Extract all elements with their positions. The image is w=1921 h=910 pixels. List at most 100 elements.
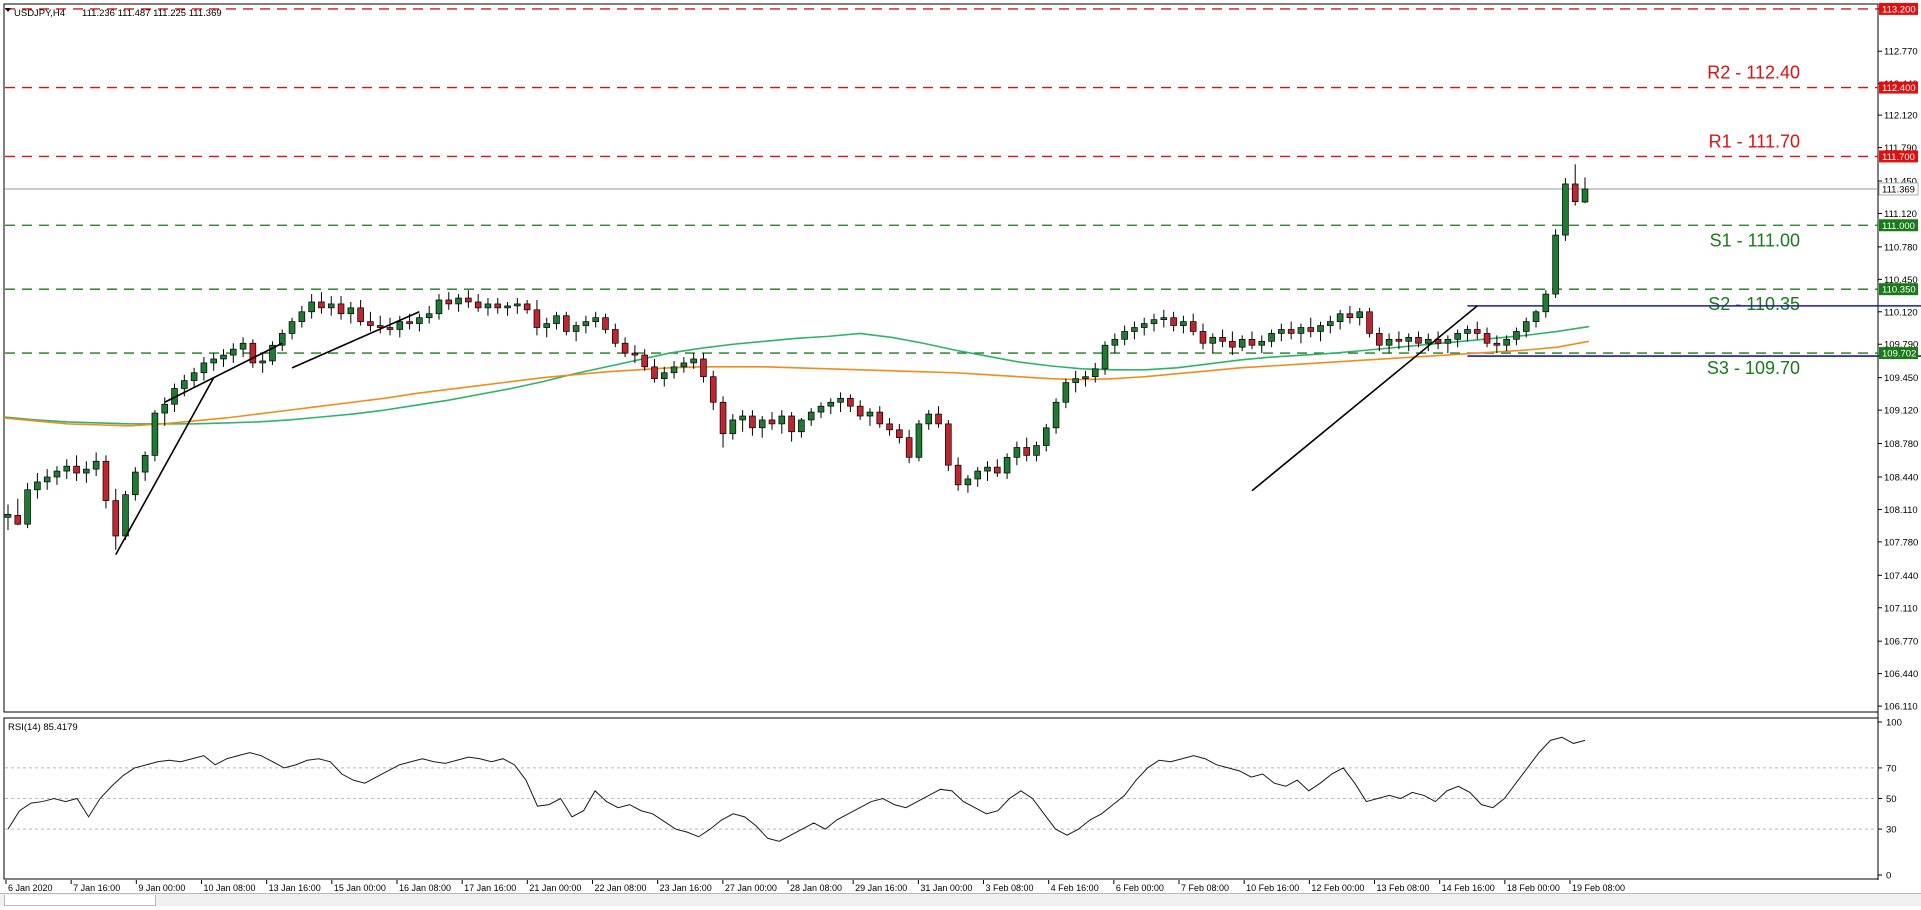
candle-body (964, 478, 972, 486)
candle-body (416, 317, 423, 324)
candle-body (1150, 319, 1158, 324)
level-axis-tag-label: 111.000 (1882, 221, 1915, 232)
candle-body (63, 465, 71, 472)
candle-body (367, 321, 374, 326)
price-tick-label: 112.120 (1884, 111, 1918, 122)
candle-body (484, 303, 492, 309)
candle-body (1581, 188, 1589, 203)
level-axis-tag (1879, 219, 1918, 232)
price-tick-label: 108.110 (1884, 505, 1918, 516)
candle-body (837, 397, 844, 403)
level-axis-tag-label: 110.350 (1882, 285, 1916, 296)
candle-body (1091, 368, 1099, 378)
candle-body (807, 411, 815, 421)
price-tick-label: 111.120 (1884, 209, 1917, 220)
candle-body (788, 415, 795, 433)
time-tick-label: 7 Jan 16:00 (73, 883, 120, 893)
candle-body (1062, 382, 1070, 403)
candle-body (1415, 337, 1422, 344)
candle-body (53, 470, 61, 478)
rsi-tick-label: 30 (1886, 825, 1897, 836)
trendline (115, 377, 215, 556)
candle-body (445, 299, 453, 305)
candle-body (318, 301, 325, 309)
candle-body (1140, 323, 1148, 328)
candle-body (680, 362, 688, 368)
collapse-triangle-icon[interactable] (5, 8, 11, 12)
candle-body (200, 362, 208, 374)
candle-body (905, 437, 913, 458)
main-plot-border (3, 3, 1879, 713)
price-tick-label: 109.120 (1884, 406, 1918, 417)
candle-body (1042, 427, 1050, 446)
bid-axis-tag (1878, 182, 1919, 196)
candle-body (954, 464, 962, 486)
trendline (1251, 305, 1478, 492)
candle-body (876, 411, 884, 425)
candle-body (1287, 329, 1295, 334)
candle-body (925, 413, 933, 425)
candlesticks (4, 164, 1589, 550)
candle-body (984, 466, 991, 472)
rsi-tick-label: 0 (1886, 871, 1891, 882)
candle-body (1562, 183, 1569, 236)
level-label: R3 - 113.20 (1707, 0, 1800, 4)
time-tick-label: 9 Jan 00:00 (138, 883, 185, 893)
candle-body (73, 465, 80, 474)
price-tick-label: 109.450 (1884, 373, 1918, 384)
chart-header: USDJPY,H4 111.236 111.487 111.225 111.36… (5, 8, 222, 19)
candle-body (1111, 338, 1119, 346)
candle-body (161, 403, 169, 414)
level-axis-tag-label: 111.700 (1882, 152, 1915, 163)
rsi-panel: 100 70 50 30 0 (5, 718, 1902, 882)
candle-body (798, 419, 805, 433)
candle-body (298, 311, 306, 322)
candle-body (259, 360, 266, 364)
candle-body (1405, 337, 1412, 342)
candle-body (102, 460, 110, 501)
candle-body (1493, 342, 1501, 346)
level-label: S2 - 110.35 (1708, 294, 1800, 314)
candle-body (435, 299, 443, 315)
time-tick-label: 7 Feb 08:00 (1181, 883, 1229, 893)
candle-body (974, 470, 981, 480)
candle-body (83, 468, 90, 474)
candle-body (141, 455, 149, 473)
candle-body (1552, 234, 1559, 295)
price-tick-label: 107.110 (1884, 603, 1918, 614)
time-tick-label: 19 Feb 08:00 (1572, 883, 1625, 893)
candle-body (474, 301, 482, 309)
time-axis: 6 Jan 2020 7 Jan 16:00 9 Jan 00:00 10 Jan 0… (5, 880, 1625, 893)
price-tick-label: 108.780 (1884, 439, 1918, 450)
time-tick-label: 4 Feb 16:00 (1051, 883, 1099, 893)
price-tick-label: 112.770 (1884, 47, 1918, 58)
time-tick-label: 6 Feb 00:00 (1116, 883, 1164, 893)
level-axis-tag-label: 113.200 (1882, 4, 1916, 15)
candle-body (4, 513, 12, 518)
candle-body (660, 372, 668, 380)
time-tick-label: 28 Jan 08:00 (790, 883, 842, 893)
level-axis-tag (1879, 2, 1918, 15)
candle-body (425, 313, 433, 319)
candle-body (1473, 329, 1481, 334)
candle-body (1131, 327, 1138, 332)
candle-body (327, 303, 335, 309)
candle-body (1356, 311, 1364, 319)
candle-body (1033, 445, 1040, 456)
candle-body (357, 307, 364, 322)
candle-body (1346, 313, 1354, 319)
candle-body (122, 494, 129, 537)
candle-body (1238, 338, 1246, 348)
candle-body (455, 297, 462, 305)
candle-body (24, 489, 31, 525)
candle-body (112, 500, 120, 537)
candle-body (1248, 338, 1256, 346)
candle-body (1013, 447, 1021, 458)
candle-body (523, 303, 531, 311)
candle-body (190, 372, 198, 381)
chart-tab[interactable] (4, 895, 156, 906)
price-tick-label: 110.120 (1884, 307, 1918, 318)
rsi-label: RSI(14) 85.4179 (8, 722, 78, 733)
level-axis-tag (1879, 81, 1918, 94)
level-axis-tag-label: 109.702 (1882, 349, 1916, 360)
